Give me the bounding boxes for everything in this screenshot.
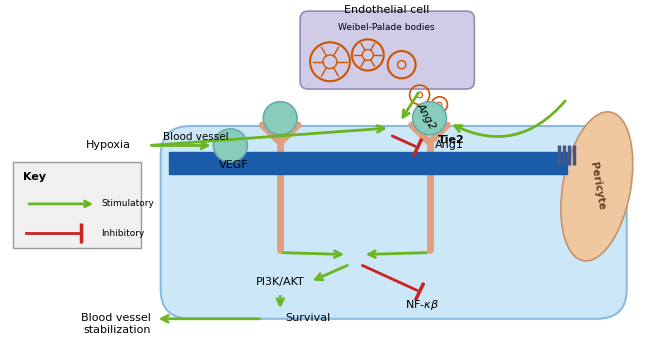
Text: Survival: Survival	[285, 313, 330, 323]
Text: Blood vessel
stabilization: Blood vessel stabilization	[81, 313, 151, 335]
Circle shape	[263, 102, 297, 135]
Text: Hypoxia: Hypoxia	[86, 140, 131, 151]
FancyBboxPatch shape	[161, 126, 627, 319]
Text: Stimulatory: Stimulatory	[101, 199, 154, 208]
Text: VEGF: VEGF	[218, 160, 248, 170]
Text: Tie2: Tie2	[437, 135, 464, 146]
Text: NF-$\kappa\beta$: NF-$\kappa\beta$	[404, 298, 439, 312]
Text: Ang2: Ang2	[415, 101, 437, 131]
Ellipse shape	[561, 112, 632, 261]
Text: Pericyte: Pericyte	[588, 162, 606, 211]
FancyBboxPatch shape	[300, 11, 474, 89]
Text: Ang1: Ang1	[435, 140, 463, 151]
Text: Inhibitory: Inhibitory	[101, 228, 144, 238]
Text: Endothelial cell: Endothelial cell	[344, 5, 430, 15]
Text: Blood vessel: Blood vessel	[162, 132, 228, 141]
Text: Weibel-Palade bodies: Weibel-Palade bodies	[339, 23, 435, 32]
Text: PI3K/AKT: PI3K/AKT	[256, 277, 305, 287]
FancyBboxPatch shape	[14, 162, 141, 248]
Bar	[168, 152, 567, 174]
Circle shape	[413, 102, 447, 135]
Circle shape	[213, 129, 248, 162]
Text: Key: Key	[23, 172, 46, 182]
